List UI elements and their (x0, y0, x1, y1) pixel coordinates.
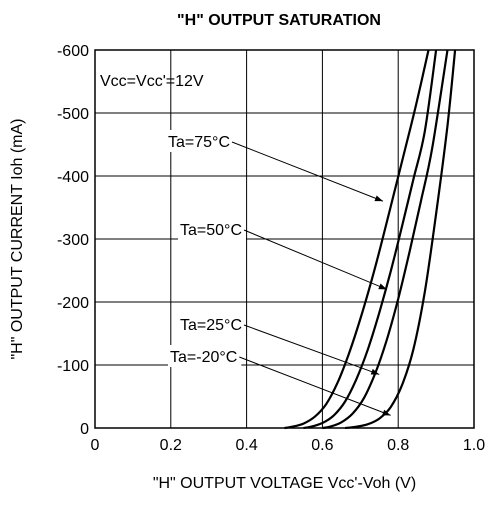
x-tick-label: 0.6 (311, 437, 333, 454)
annotation-background (178, 218, 246, 240)
x-tick-label: 0 (91, 437, 100, 454)
annotations: Ta=75°C Ta=50°C Ta=25°C Ta=-20°C (166, 130, 391, 416)
annotation-leader (243, 324, 380, 375)
grid (95, 50, 474, 428)
chart-title: "H" OUTPUT SATURATION (177, 12, 381, 29)
series-line (284, 49, 430, 430)
annotation-label: Ta=25°C (180, 317, 242, 334)
series-line (344, 49, 457, 430)
y-tick-label: 0 (80, 421, 89, 438)
y-tick-label: -200 (57, 295, 89, 312)
annotation-arrowhead (374, 195, 384, 202)
y-tick-label: -500 (57, 106, 89, 123)
y-tick-label: -300 (57, 232, 89, 249)
condition-label: Vcc=Vcc'=12V (100, 73, 204, 90)
tick-labels: 0 0.2 0.4 0.6 0.8 1.0 0 -100 -200 -300 -400 -500 -60… (57, 43, 485, 454)
y-tick-label: -400 (57, 169, 89, 186)
annotation-label: Ta=50°C (180, 222, 242, 239)
y-tick-label: -100 (57, 358, 89, 375)
annotation-arrowhead (370, 368, 380, 375)
annotation-arrowhead (382, 409, 391, 416)
x-tick-label: 0.8 (387, 437, 409, 454)
annotation-leader (243, 229, 388, 290)
plot-frame (94, 49, 475, 429)
annotation-label: Ta=-20°C (170, 349, 237, 366)
series-line (322, 49, 449, 430)
x-tick-label: 1.0 (463, 437, 485, 454)
x-tick-label: 0.2 (160, 437, 182, 454)
y-axis-label: "H" OUTPUT CURRENT Ioh (mA) (9, 118, 26, 359)
annotation-background (178, 313, 246, 335)
annotation-label: Ta=75°C (168, 134, 230, 151)
series-line (303, 49, 438, 430)
x-axis-label: "H" OUTPUT VOLTAGE Vcc'-Voh (V) (153, 475, 416, 492)
annotation-leader (231, 141, 384, 202)
annotation-background (168, 345, 242, 367)
annotation-background (166, 130, 234, 152)
series-lines (284, 49, 457, 430)
x-tick-label: 0.4 (235, 437, 257, 454)
annotation-leader (239, 356, 391, 416)
annotation-arrowhead (378, 283, 387, 290)
y-tick-label: -600 (57, 43, 89, 60)
